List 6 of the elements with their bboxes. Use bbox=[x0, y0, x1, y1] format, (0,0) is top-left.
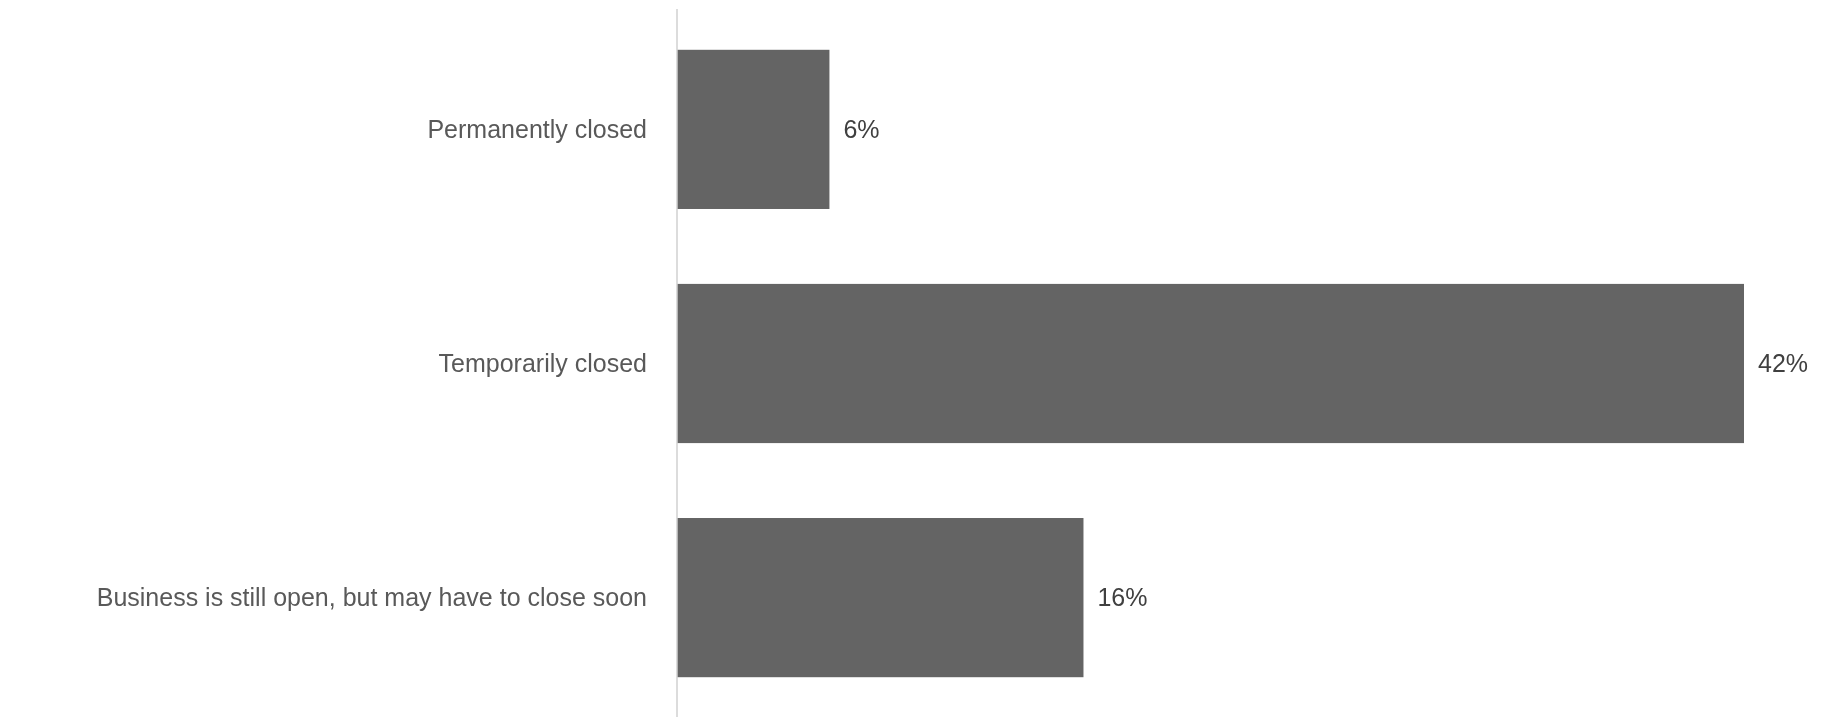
y-tick-label: Business is still open, but may have to close soon bbox=[96, 583, 647, 612]
data-label: 42% bbox=[1758, 349, 1809, 378]
data-label: 16% bbox=[1097, 583, 1148, 612]
y-tick-label: Permanently closed bbox=[427, 115, 647, 144]
y-tick-label: Temporarily closed bbox=[438, 349, 647, 378]
data-label: 6% bbox=[843, 115, 880, 144]
